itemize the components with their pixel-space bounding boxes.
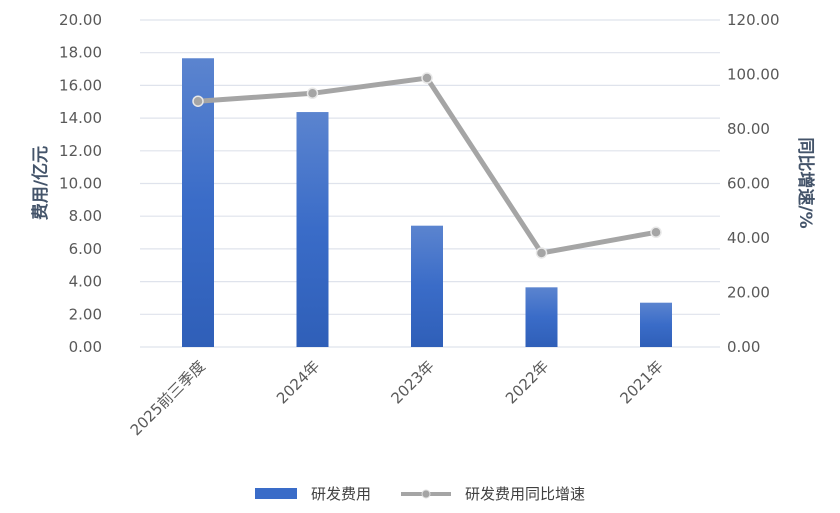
y-tick-label: 10.00 [59, 175, 102, 193]
bar-swatch-icon [254, 488, 297, 499]
y-tick-label: 16.00 [59, 76, 102, 94]
y2-tick-label: 120.00 [727, 11, 780, 29]
y-tick-label: 2.00 [69, 305, 102, 323]
y-tick-label: 12.00 [59, 142, 102, 160]
y-tick-label: 0.00 [69, 338, 102, 356]
legend: 研发费用 研发费用同比增速 [0, 483, 840, 504]
bar [296, 112, 329, 347]
x-tick-label: 2021年 [616, 357, 666, 407]
y2-tick-label: 0.00 [727, 338, 760, 356]
line-point [421, 72, 433, 84]
bar [411, 225, 443, 347]
legend-item-bar[interactable]: 研发费用 [254, 483, 371, 504]
y2-tick-label: 20.00 [727, 284, 770, 302]
chart-svg: 费用/亿元 同比增速/% 0.00 2.00 4.00 6.00 8.00 10.00 12… [30, 11, 816, 439]
legend-label: 研发费用 [310, 485, 371, 503]
bar [640, 302, 672, 347]
legend-item-line[interactable]: 研发费用同比增速 [401, 483, 585, 504]
line-point [650, 226, 662, 239]
line-point [192, 95, 204, 107]
y2-tick-label: 40.00 [727, 229, 770, 247]
y-axis-label: 费用/亿元 [30, 146, 51, 220]
bar [525, 287, 558, 347]
x-tick-label: 2024年 [273, 357, 323, 407]
y-tick-label: 8.00 [69, 207, 102, 225]
y2-tick-label: 80.00 [727, 120, 770, 138]
y-tick-label: 14.00 [59, 109, 102, 127]
line-point [306, 87, 319, 100]
x-tick-label: 2025前三季度 [127, 357, 209, 439]
y2-axis-label: 同比增速/% [795, 137, 816, 228]
y-tick-label: 4.00 [69, 273, 102, 291]
y2-tick-label: 100.00 [727, 66, 780, 84]
y-tick-label: 6.00 [69, 240, 102, 258]
line-swatch-icon [401, 489, 451, 498]
y-tick-label: 20.00 [59, 11, 102, 29]
y-tick-label: 18.00 [59, 44, 102, 62]
y2-tick-label: 60.00 [727, 175, 770, 193]
x-tick-label: 2022年 [502, 357, 552, 407]
line-point [535, 247, 548, 259]
x-tick-label: 2023年 [387, 357, 437, 407]
legend-label: 研发费用同比增速 [465, 485, 586, 503]
